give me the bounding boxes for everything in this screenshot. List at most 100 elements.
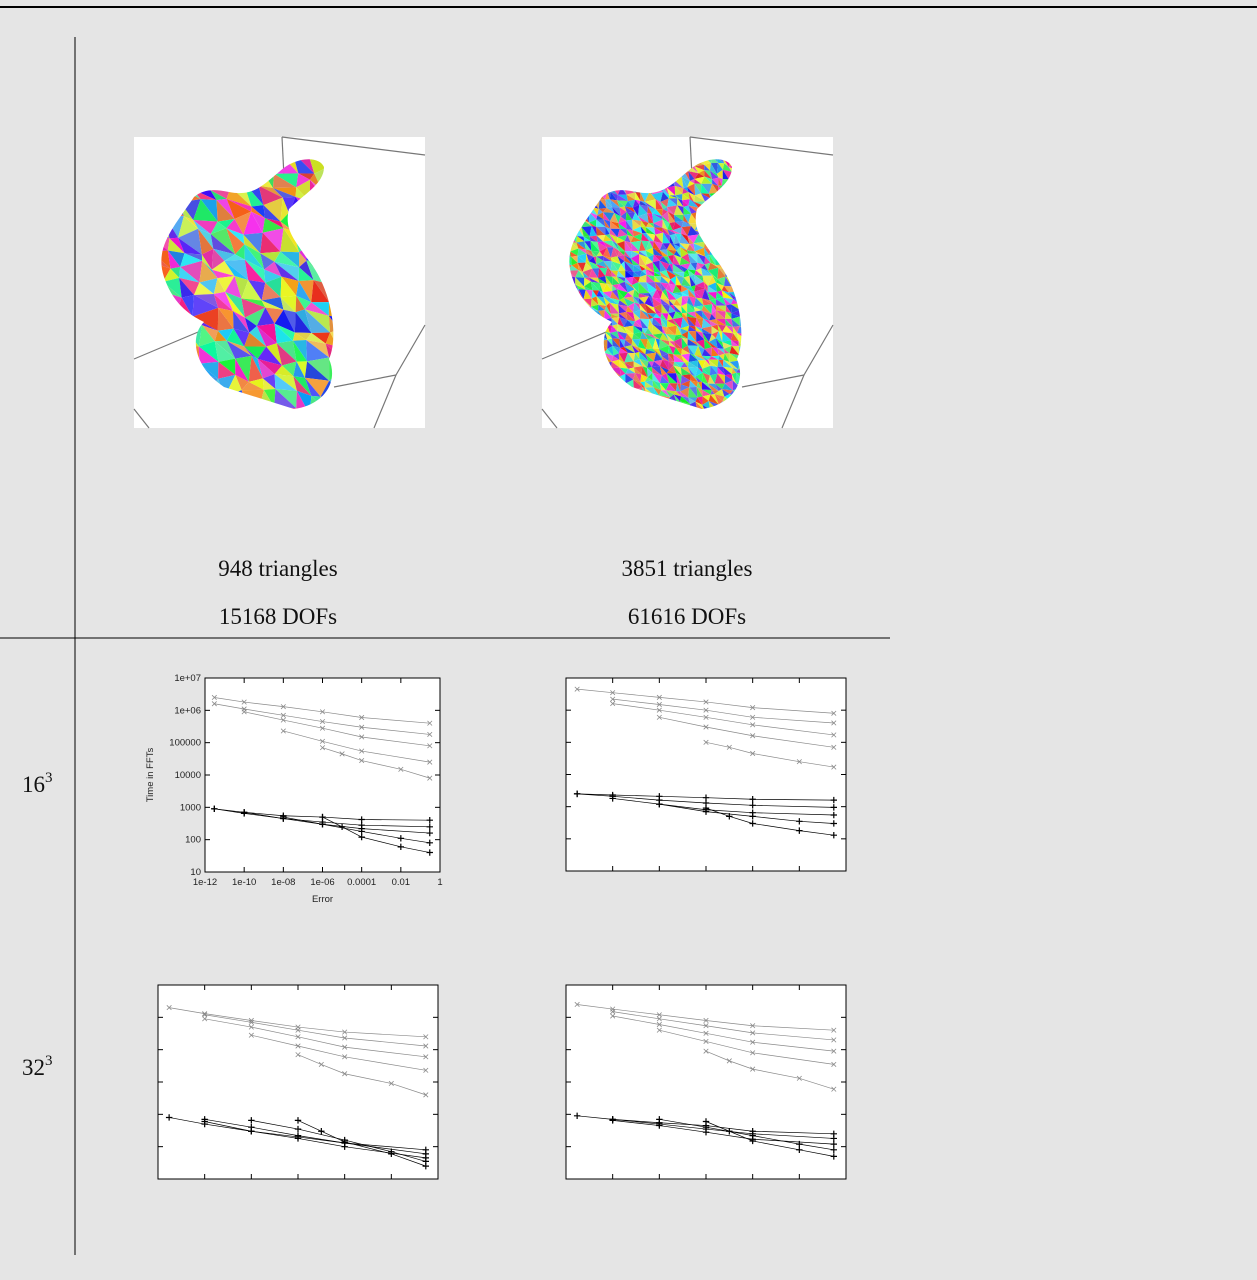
mesh-triangle [618,216,626,224]
mesh-triangle [723,345,732,354]
data-point [796,827,803,834]
data-point [342,1071,348,1077]
mesh-triangle [687,303,695,313]
mesh-triangle [702,396,709,405]
mesh-triangle [665,390,676,395]
mesh-triangle [695,326,703,333]
data-point [831,1027,837,1033]
mesh-triangle [199,361,219,379]
mesh-triangle [647,213,654,224]
data-point [342,1035,348,1041]
mesh-triangle [694,183,702,194]
y-axis-label: Time in FFTs [145,747,156,802]
mesh-triangle [584,240,592,251]
mesh-triangle [668,300,674,306]
mesh-triangle [596,234,606,242]
data-point [397,843,405,851]
mesh-triangle [619,367,626,377]
mesh-triangle [244,332,267,347]
chart [157,984,439,1180]
mesh-triangle [709,255,716,266]
mesh-triangle [694,251,706,257]
mesh-triangle [661,326,666,334]
mesh-triangle [690,380,699,388]
mesh-triangle [697,367,703,373]
mesh-triangle [675,334,682,338]
mesh-triangle [687,253,698,264]
mesh-triangle [724,375,733,384]
mesh-triangle [582,299,592,307]
mesh-triangle [610,298,620,305]
mesh-triangle [610,257,622,265]
series-line [577,1004,834,1031]
mesh-triangle [263,205,281,222]
mesh-triangle [648,292,653,298]
mesh-triangle [665,390,674,398]
mesh-triangle [711,310,716,320]
mesh-triangle [722,389,730,397]
column-caption: 61616 DOFs [628,604,746,629]
mesh-triangle [642,233,650,242]
mesh-triangle [666,370,677,374]
data-point [749,820,756,827]
mesh-triangle [679,257,691,266]
mesh-triangle [681,312,688,317]
mesh-triangle [256,307,275,326]
mesh-triangle [686,250,698,254]
mesh-triangle [169,237,185,254]
mesh-triangle [681,253,691,264]
mesh-triangle [722,325,734,334]
mesh-triangle [686,244,695,252]
mesh-triangle [709,163,717,174]
mesh-triangle [688,325,697,332]
mesh-triangle [646,274,655,283]
mesh-triangle [244,346,267,359]
mesh-triangle [630,236,642,243]
data-point [703,1038,709,1044]
mesh-triangle [718,177,722,186]
mesh-triangle [588,211,597,223]
mesh-triangle [669,305,676,312]
mesh-triangle [674,185,683,196]
data-point [201,1118,208,1125]
mesh-triangle [679,247,688,254]
data-point [796,759,802,765]
mesh-triangle [653,352,663,362]
mesh-triangle [681,221,692,228]
mesh-triangle [296,361,308,378]
data-point [703,714,709,720]
mesh-triangle [593,256,597,265]
mesh-triangle [225,275,242,299]
mesh-triangle [673,214,684,223]
mesh-triangle [610,332,620,339]
mesh-triangle [640,374,645,383]
mesh-triangle [647,361,652,368]
mesh-triangle [260,251,281,262]
mesh-triangle [725,311,732,319]
mesh-triangle [647,367,653,373]
mesh-triangle [711,355,719,360]
mesh-triangle [681,337,688,350]
mesh-triangle [677,198,684,207]
data-point [295,1027,301,1033]
mesh-triangle [668,361,674,371]
mesh-triangle [661,353,669,362]
mesh-triangle [676,275,684,286]
mesh-triangle [680,362,688,368]
mesh-triangle [617,331,628,340]
mesh-triangle [682,316,690,326]
mesh-triangle [589,226,597,237]
mesh-triangle [702,298,713,305]
mesh-triangle [596,296,607,306]
mesh-triangle [705,255,711,263]
mesh-triangle [645,354,654,362]
chart [565,984,847,1180]
mesh-triangle [235,374,249,391]
mesh-triangle [633,276,640,283]
mesh-triangle [651,191,663,202]
mesh-triangle [687,235,694,245]
mesh-triangle [178,216,199,238]
mesh-triangle [610,291,620,301]
data-point [342,1054,348,1060]
